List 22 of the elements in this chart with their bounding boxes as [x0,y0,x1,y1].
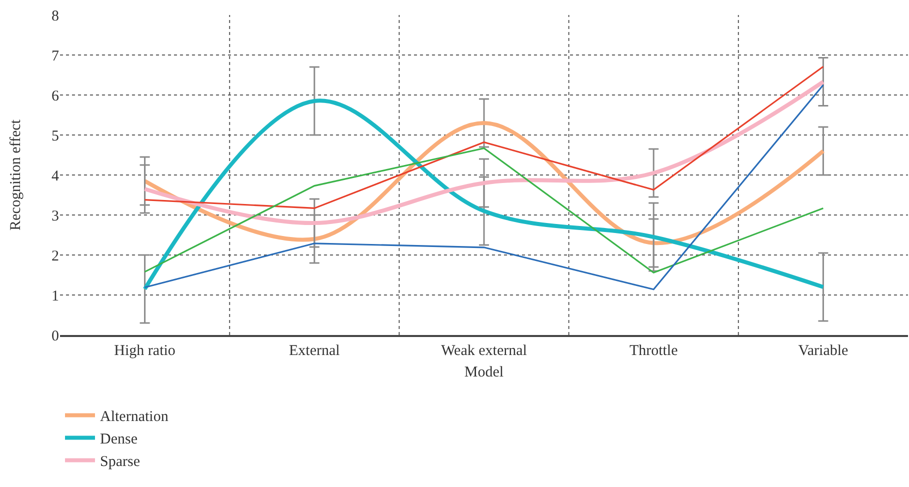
y-tick-label: 3 [52,208,59,224]
x-tick-label: Throttle [629,342,678,359]
x-tick-label: Variable [798,342,849,359]
line-series [142,80,826,225]
y-axis-title: Recognition effect [8,118,24,230]
legend-label: Alternation [100,409,169,426]
y-tick-label: 0 [52,328,59,344]
legend-label: Dense [100,432,138,448]
y-tick-label: 2 [52,248,59,264]
y-tick-label: 8 [52,8,59,24]
y-tick-label: 6 [52,88,60,104]
y-tick-label: 1 [52,288,59,304]
legend-label: Sparse [100,454,140,470]
x-axis-title: Model [464,364,504,380]
y-tick-label: 7 [52,48,60,64]
y-tick-label: 5 [52,128,59,144]
y-tick-label: 4 [52,168,60,184]
x-tick-label: Weak external [441,342,527,359]
line-series [144,147,824,274]
x-tick-label: High ratio [114,342,176,359]
x-tick-label: External [288,342,340,359]
line-series [144,66,824,209]
